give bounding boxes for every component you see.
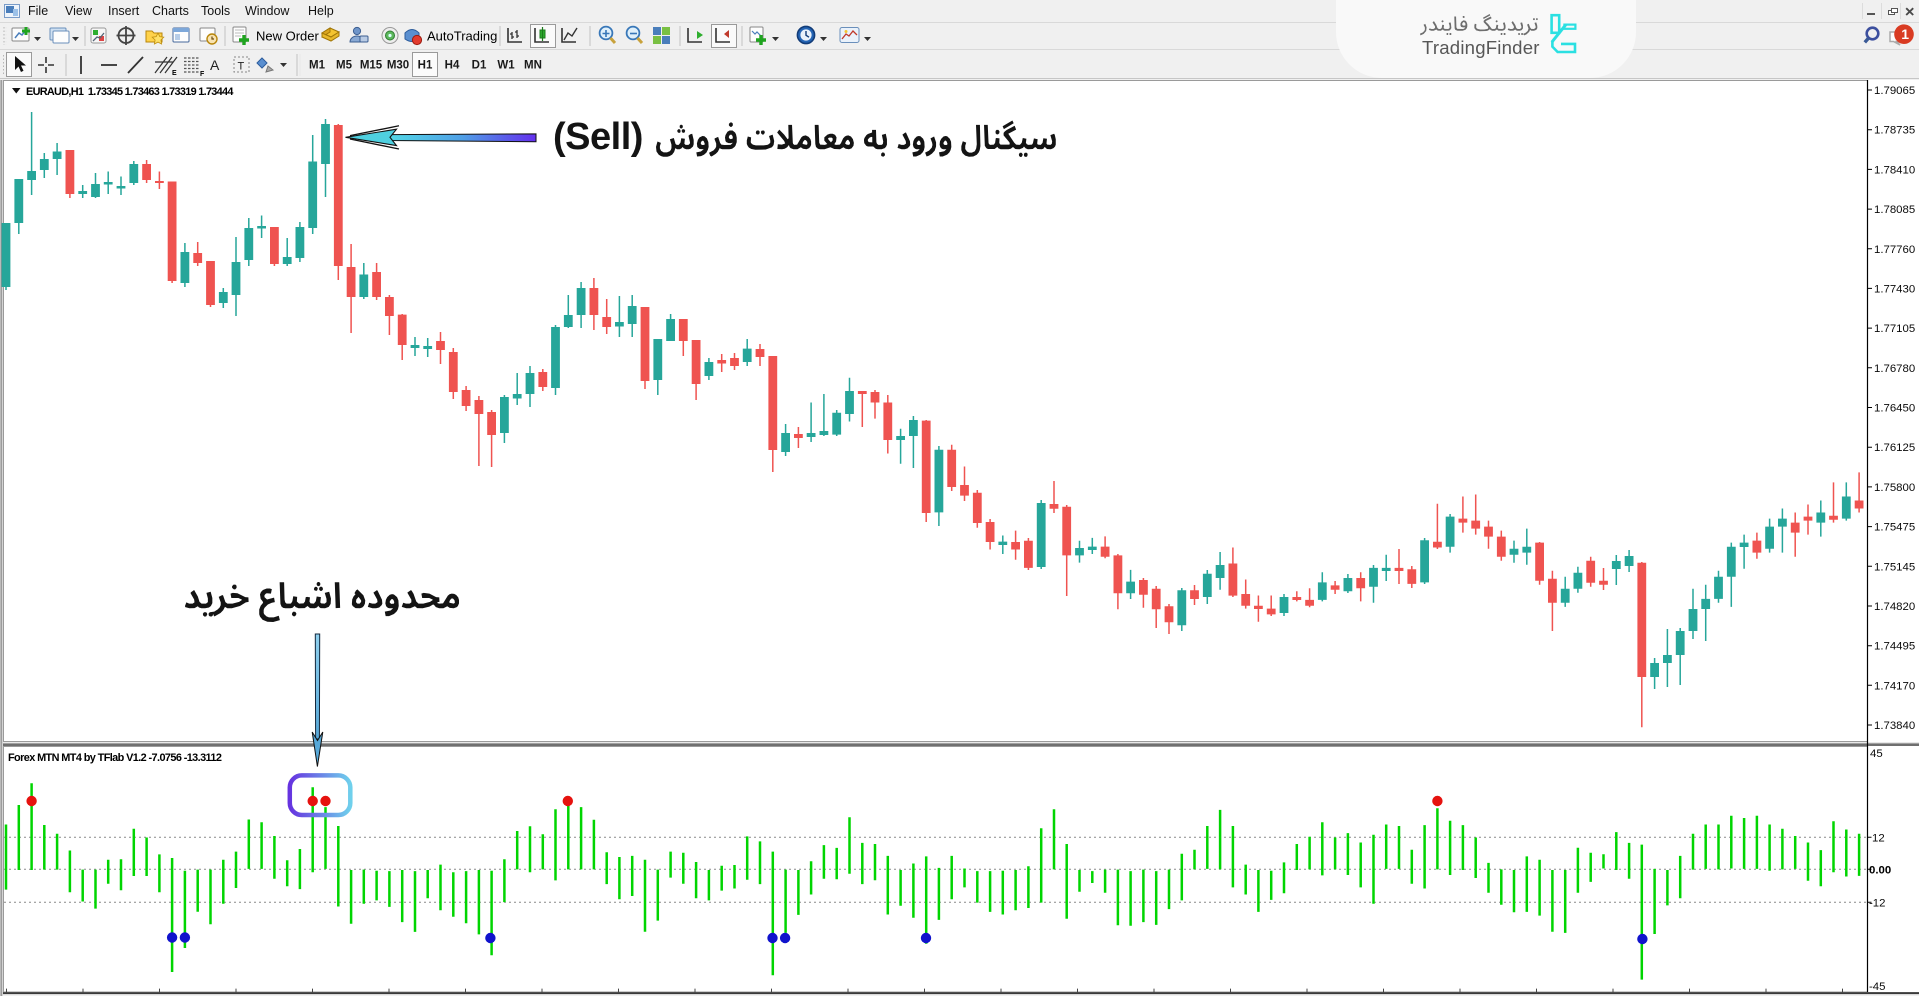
- svg-text:1.79065: 1.79065: [1874, 85, 1915, 97]
- svg-text:H4: H4: [445, 60, 460, 72]
- svg-text:45: 45: [1870, 748, 1883, 760]
- svg-text:1.77430: 1.77430: [1874, 283, 1915, 295]
- svg-text:T: T: [238, 61, 245, 73]
- svg-text:1.78085: 1.78085: [1874, 204, 1915, 216]
- svg-text:M30: M30: [387, 60, 409, 72]
- svg-text:1.75145: 1.75145: [1874, 561, 1915, 573]
- svg-text:1.74820: 1.74820: [1874, 601, 1915, 613]
- svg-text:M5: M5: [336, 60, 353, 72]
- svg-text:M1: M1: [309, 60, 326, 72]
- svg-text:0.00: 0.00: [1869, 865, 1891, 877]
- svg-text:1: 1: [1901, 26, 1909, 42]
- svg-text:Forex MTN MT4 by TFlab V1.2 -7: Forex MTN MT4 by TFlab V1.2 -7.0756 -13.…: [8, 752, 222, 764]
- svg-text:A: A: [210, 57, 220, 73]
- svg-text:1.77760: 1.77760: [1874, 244, 1915, 256]
- svg-text:-12: -12: [1869, 898, 1885, 910]
- svg-text:(Sell): (Sell): [553, 116, 643, 158]
- svg-text:New Order: New Order: [256, 29, 320, 44]
- svg-text:12: 12: [1872, 833, 1885, 845]
- svg-text:1.77105: 1.77105: [1874, 323, 1915, 335]
- svg-text:1.75475: 1.75475: [1874, 522, 1915, 534]
- svg-text:D1: D1: [472, 60, 487, 72]
- svg-text:-45: -45: [1869, 981, 1885, 993]
- svg-text:M15: M15: [360, 60, 383, 72]
- svg-text:EURAUD,H1 1.73345 1.73463 1.7: EURAUD,H1 1.73345 1.73463 1.73319 1.7344…: [26, 86, 233, 98]
- svg-text:1.76125: 1.76125: [1874, 442, 1915, 454]
- svg-text:1.78735: 1.78735: [1874, 125, 1915, 137]
- svg-text:W1: W1: [497, 60, 515, 72]
- svg-text:1.75800: 1.75800: [1874, 482, 1915, 494]
- svg-text:H1: H1: [418, 60, 433, 72]
- svg-text:1.74170: 1.74170: [1874, 680, 1915, 692]
- svg-text:TradingFinder: TradingFinder: [1422, 37, 1540, 58]
- svg-text:E: E: [172, 70, 177, 77]
- svg-text:1.73840: 1.73840: [1874, 720, 1915, 732]
- svg-text:F: F: [200, 71, 205, 78]
- svg-text:1.74495: 1.74495: [1874, 641, 1915, 653]
- svg-text:AutoTrading: AutoTrading: [427, 29, 497, 44]
- svg-text:1.76780: 1.76780: [1874, 363, 1915, 375]
- svg-text:1.78410: 1.78410: [1874, 164, 1915, 176]
- svg-text:MN: MN: [524, 60, 542, 72]
- svg-text:1.76450: 1.76450: [1874, 403, 1915, 415]
